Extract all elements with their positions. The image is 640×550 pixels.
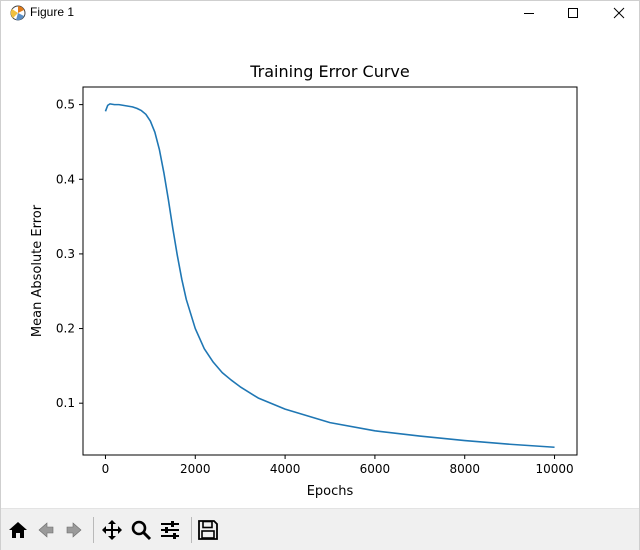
- home-button[interactable]: [5, 517, 31, 543]
- chart-svg: Training Error Curve 0 2000 4000 6000 8000 10…: [1, 25, 639, 508]
- x-axis-label: Epochs: [307, 484, 354, 499]
- home-icon: [9, 522, 27, 538]
- x-axis-ticks: 0 2000 4000 6000 8000 10000: [102, 455, 574, 476]
- toolbar-separator: [93, 517, 94, 543]
- save-button[interactable]: [195, 517, 221, 543]
- window-title: Figure 1: [30, 5, 75, 19]
- minimize-icon: [524, 13, 534, 14]
- y-tick-label: 0.4: [56, 172, 75, 186]
- y-axis-ticks: 0.1 0.2 0.3 0.4 0.5: [56, 98, 83, 410]
- close-icon: [613, 7, 625, 19]
- series-line-0: [104, 103, 555, 449]
- navigation-toolbar: [1, 508, 639, 550]
- figure-canvas[interactable]: Training Error Curve 0 2000 4000 6000 8000 10…: [1, 25, 639, 508]
- x-tick-label: 10000: [535, 462, 573, 476]
- y-tick-label: 0.1: [56, 396, 75, 410]
- x-tick-label: 4000: [270, 462, 301, 476]
- back-button[interactable]: [33, 517, 59, 543]
- x-tick-label: 6000: [360, 462, 391, 476]
- x-tick-label: 2000: [180, 462, 211, 476]
- configure-subplots-button[interactable]: [157, 517, 183, 543]
- y-tick-label: 0.2: [56, 322, 75, 336]
- back-arrow-icon: [38, 522, 54, 538]
- sliders-icon: [161, 521, 179, 539]
- zoom-button[interactable]: [128, 517, 154, 543]
- move-icon: [102, 520, 122, 540]
- y-tick-label: 0.3: [56, 247, 75, 261]
- floppy-icon: [198, 520, 218, 540]
- x-tick-label: 8000: [449, 462, 480, 476]
- minimize-button[interactable]: [506, 1, 552, 25]
- maximize-button[interactable]: [550, 1, 596, 25]
- x-tick-label: 0: [102, 462, 110, 476]
- close-button[interactable]: [596, 1, 640, 25]
- toolbar-separator: [191, 517, 192, 543]
- y-axis-label: Mean Absolute Error: [30, 204, 45, 337]
- forward-arrow-icon: [66, 522, 82, 538]
- pan-button[interactable]: [99, 517, 125, 543]
- plot-area: [82, 86, 578, 456]
- chart-title: Training Error Curve: [249, 62, 410, 81]
- forward-button[interactable]: [61, 517, 87, 543]
- maximize-icon: [568, 8, 578, 18]
- y-tick-label: 0.5: [56, 98, 75, 112]
- title-bar[interactable]: Figure 1: [1, 1, 639, 25]
- series-layer: [104, 103, 555, 449]
- magnifier-icon: [131, 520, 152, 541]
- matplotlib-logo-icon: [10, 5, 26, 21]
